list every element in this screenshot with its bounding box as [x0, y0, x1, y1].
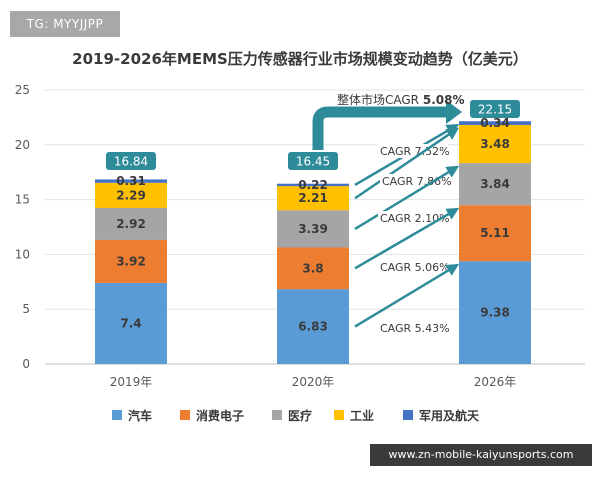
- legend-label: 消费电子: [196, 408, 244, 423]
- segment-cagr-label-bg: [378, 260, 448, 274]
- bar-segment: [277, 183, 349, 187]
- y-tick-label: 15: [15, 193, 30, 207]
- legend-label: 工业: [350, 408, 374, 423]
- bar-segment: [277, 289, 349, 364]
- x-tick-label: 2020年: [292, 375, 335, 389]
- bar-segment: [95, 207, 167, 240]
- total-label: 22.15: [478, 103, 512, 117]
- data-label: 3.84: [480, 177, 510, 191]
- bar-segment: [459, 205, 531, 262]
- legend-label: 军用及航天: [419, 408, 480, 423]
- legend-swatch: [334, 410, 344, 420]
- bar-segment: [95, 282, 167, 364]
- segment-cagr-arrow: [354, 165, 460, 230]
- data-label: 7.4: [120, 316, 141, 330]
- chart-title: 2019-2026年MEMS压力传感器行业市场规模变动趋势（亿美元）: [72, 50, 528, 68]
- legend-label: 医疗: [288, 408, 312, 423]
- bar-segment: [277, 186, 349, 211]
- data-label: 6.83: [298, 320, 328, 334]
- legend-swatch: [112, 410, 122, 420]
- segment-cagr-arrow: [354, 207, 460, 270]
- y-tick-label: 10: [15, 247, 30, 261]
- segment-cagr-label: CAGR 5.43%: [380, 322, 450, 335]
- segment-cagr-arrow: [354, 127, 460, 200]
- segment-cagr-label-bg: [378, 211, 448, 225]
- data-label: 0.22: [298, 178, 328, 192]
- bar-segment: [95, 239, 167, 283]
- legend-swatch: [272, 410, 282, 420]
- data-label: 2.29: [116, 188, 146, 202]
- overall-cagr-arrow: [312, 106, 448, 150]
- data-label: 0.34: [480, 116, 510, 130]
- bar-segment: [277, 247, 349, 290]
- footer-url: www.zn-mobile-kaiyunsports.com: [370, 444, 592, 466]
- y-tick-label: 25: [15, 83, 30, 97]
- segment-cagr-label: CAGR 5.06%: [380, 261, 450, 274]
- data-label: 9.38: [480, 306, 510, 320]
- segment-cagr-label: CAGR 7.86%: [382, 175, 452, 188]
- bar-segment: [95, 182, 167, 208]
- overall-cagr-text: 整体市场CAGR 5.08%: [337, 92, 464, 107]
- legend-swatch: [180, 410, 190, 420]
- total-box: [288, 152, 338, 170]
- total-box: [106, 152, 156, 170]
- data-label: 3.48: [480, 137, 510, 151]
- total-label: 16.84: [114, 155, 148, 169]
- segment-cagr-label: CAGR 7.52%: [380, 145, 450, 158]
- total-box: [470, 100, 520, 118]
- x-tick-label: 2026年: [474, 375, 517, 389]
- total-label: 16.45: [296, 155, 330, 169]
- data-label: 2.92: [116, 217, 146, 231]
- data-label: 0.31: [116, 174, 146, 188]
- segment-cagr-arrow: [354, 263, 460, 328]
- bar-segment: [459, 124, 531, 164]
- segment-cagr-label-bg: [380, 174, 450, 188]
- data-label: 3.39: [298, 222, 328, 236]
- segment-cagr-label-bg: [378, 321, 448, 335]
- overall-cagr-arrowhead: [446, 100, 462, 124]
- y-tick-label: 5: [22, 302, 30, 316]
- bar-segment: [459, 163, 531, 206]
- segment-cagr-label: CAGR 2.10%: [380, 212, 450, 225]
- y-tick-label: 20: [15, 138, 30, 152]
- x-tick-label: 2019年: [110, 375, 153, 389]
- data-label: 3.92: [116, 254, 146, 268]
- bar-segment: [459, 121, 531, 125]
- legend-swatch: [403, 410, 413, 420]
- legend-label: 汽车: [128, 408, 152, 423]
- bar-segment: [459, 261, 531, 364]
- bar-segment: [95, 179, 167, 183]
- bar-segment: [277, 210, 349, 248]
- data-label: 3.8: [302, 261, 323, 275]
- y-tick-label: 0: [22, 357, 30, 371]
- data-label: 5.11: [480, 226, 510, 240]
- data-label: 2.21: [298, 191, 328, 205]
- watermark-tag: TG: MYYJJPP: [10, 11, 120, 37]
